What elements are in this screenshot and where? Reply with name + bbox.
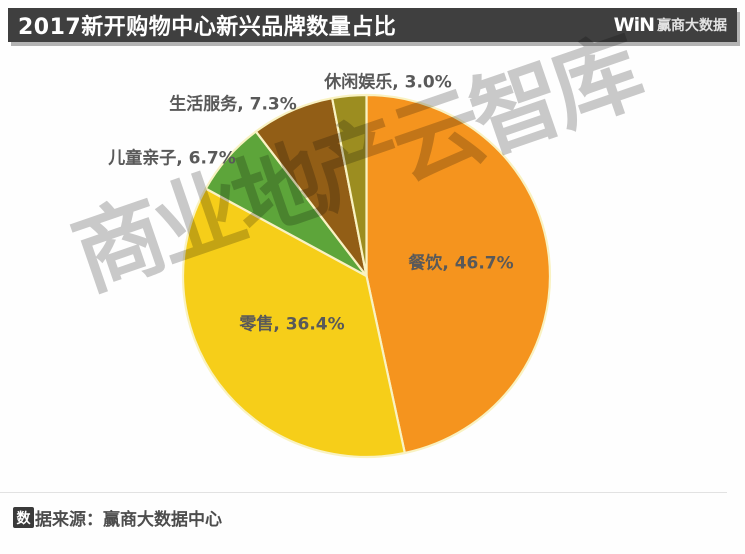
source-note-icon: 数: [13, 507, 34, 528]
pie-slice-1: [181, 187, 406, 459]
footer-divider: [0, 492, 727, 493]
brand-logo-text: 赢商大数据: [657, 18, 727, 34]
pie-label-catering: 餐饮, 46.7%: [408, 253, 514, 274]
pie-label-leisure: 休闲娱乐, 3.0%: [324, 72, 452, 93]
pie-chart-area: 餐饮, 46.7% 零售, 36.4% 儿童亲子, 6.7% 生活服务, 7.3…: [0, 46, 745, 493]
header-bar: 2017新开购物中心新兴品牌数量占比 WiN 赢商大数据: [8, 8, 737, 42]
brand-logo: WiN 赢商大数据: [614, 14, 727, 36]
win-logo-icon: WiN: [613, 14, 655, 36]
pie-label-services: 生活服务, 7.3%: [169, 94, 297, 115]
pie-label-retail: 零售, 36.4%: [239, 314, 345, 335]
source-note: 数 据来源：赢商大数据中心: [13, 505, 222, 530]
source-note-text: 据来源：赢商大数据中心: [35, 510, 222, 530]
pie-slice-4: [331, 93, 368, 278]
pie-chart: [181, 93, 552, 459]
page-title: 2017新开购物中心新兴品牌数量占比: [18, 15, 397, 40]
pie-slice-0: [365, 93, 552, 455]
pie-label-kids: 儿童亲子, 6.7%: [108, 148, 236, 169]
